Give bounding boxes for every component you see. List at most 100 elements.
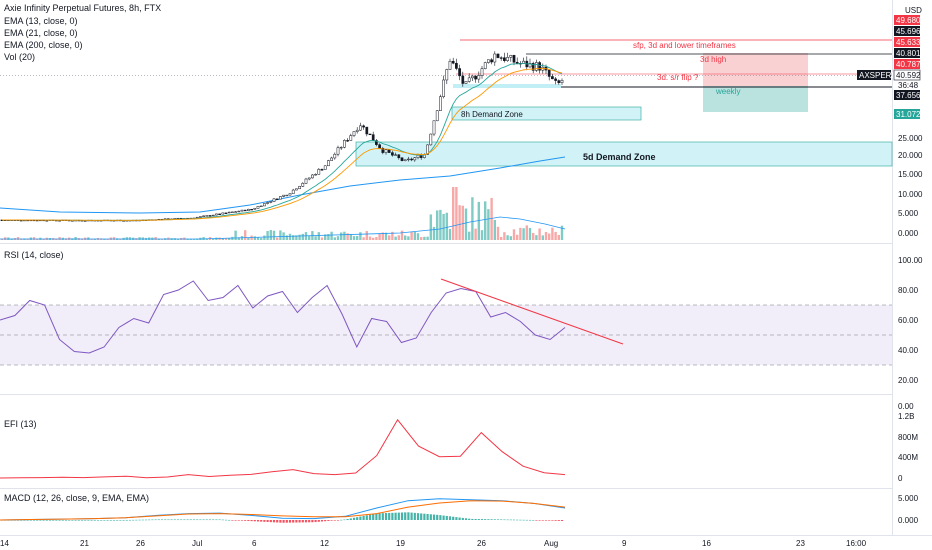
volume-bar <box>442 213 445 240</box>
macd-hist-bar <box>330 520 333 521</box>
macd-hist-bar <box>164 519 167 521</box>
candle-body <box>490 59 493 63</box>
rsi-tick-20: 20.00 <box>898 376 919 385</box>
candle-body <box>394 154 397 156</box>
macd-hist-bar <box>39 520 42 521</box>
tag-49680: 49.680 <box>896 16 921 25</box>
candle-body <box>298 186 301 190</box>
legend-ema13[interactable]: EMA (13, close, 0) <box>4 16 78 26</box>
macd-hist-bar <box>551 520 554 521</box>
time-tick-aug: Aug <box>544 539 558 548</box>
candle-body <box>275 198 279 200</box>
volume-bar <box>189 238 192 240</box>
candle-body <box>295 188 298 191</box>
volume-bar <box>346 233 349 240</box>
macd-legend[interactable]: MACD (12, 26, close, 9, EMA, EMA) <box>4 493 150 503</box>
macd-hist-bar <box>199 519 202 521</box>
macd-hist-bar <box>413 512 416 520</box>
volume-bar <box>336 236 340 240</box>
candle-body <box>375 140 378 145</box>
candle-body <box>231 211 234 213</box>
candle-body <box>432 120 436 135</box>
macd-hist-bar <box>295 520 298 523</box>
legend-ema200[interactable]: EMA (200, close, 0) <box>4 40 83 50</box>
macd-hist-bar <box>304 520 308 523</box>
legend-ema21[interactable]: EMA (21, close, 0) <box>4 28 78 38</box>
macd-hist-bar <box>228 519 231 521</box>
volume-bar <box>320 237 324 240</box>
volume-bar <box>356 236 359 240</box>
volume-bar <box>420 237 423 240</box>
tag-40801-bg <box>894 48 920 58</box>
macd-hist-bar <box>244 520 247 521</box>
macd-hist-bar <box>234 520 237 521</box>
candle-body <box>215 213 218 216</box>
rsi-legend[interactable]: RSI (14, close) <box>4 250 64 260</box>
macd-hist-bar <box>336 520 340 521</box>
candle-body <box>365 126 369 135</box>
time-tick-19: 19 <box>396 539 405 548</box>
macd-hist-bar <box>173 519 176 521</box>
macd-hist-bar <box>554 520 557 521</box>
macd-hist-bar <box>192 519 196 521</box>
rsi-trendline <box>440 278 624 345</box>
macd-hist-bar <box>52 520 55 521</box>
rsi-line <box>0 280 566 354</box>
time-tick-26: 26 <box>136 539 145 548</box>
candle-body <box>429 133 433 146</box>
candle-body <box>426 144 429 155</box>
candle-body <box>317 169 321 175</box>
volume-bar <box>234 230 237 240</box>
macd-line <box>0 498 566 521</box>
candle-body <box>279 196 282 200</box>
macd-hist-bar <box>538 520 541 521</box>
candle-body <box>557 80 561 84</box>
macd-hist-bar <box>480 519 484 520</box>
macd-hist-bar <box>29 520 32 521</box>
macd-hist-bar <box>103 520 106 521</box>
volume-bar <box>228 237 231 240</box>
volume-bar <box>333 237 336 240</box>
macd-hist-bar <box>218 519 221 521</box>
macd-hist-bar <box>208 519 212 521</box>
candle-body <box>397 154 401 159</box>
macd-hist-bar <box>84 520 87 521</box>
legend-vol[interactable]: Vol (20) <box>4 52 36 62</box>
tag-31072-bg <box>894 109 920 119</box>
macd-hist-bar <box>493 519 496 520</box>
macd-hist-bar <box>266 520 269 522</box>
candle-body <box>291 189 295 194</box>
macd-hist-bar <box>272 520 276 523</box>
efi-legend[interactable]: EFI (13) <box>4 419 37 429</box>
axis-tick-5: 5.000 <box>898 209 919 218</box>
volume-bar <box>458 205 461 240</box>
time-tick-26b: 26 <box>477 539 486 548</box>
candle-body <box>234 211 237 213</box>
currency-label: USD <box>905 6 922 15</box>
tag-countdown: 36:48 <box>898 81 919 90</box>
efi-tick-0-top: 0.00 <box>898 402 914 411</box>
macd-hist-bar <box>308 520 311 523</box>
candle-body <box>240 209 244 212</box>
volume-bar <box>266 231 269 240</box>
axis-tick-15: 15.000 <box>898 170 923 179</box>
volume-bar <box>554 231 557 240</box>
macd-hist-bar <box>375 513 378 520</box>
volume-bar <box>557 234 560 240</box>
volume-bar <box>484 201 487 240</box>
macd-hist-bar <box>71 520 74 521</box>
macd-hist-bar <box>464 518 468 520</box>
macd-hist-bar <box>394 512 397 520</box>
macd-hist-bar <box>116 520 119 521</box>
volume-bar <box>468 231 471 240</box>
volume-bar <box>516 234 519 240</box>
volume-bar <box>471 197 474 240</box>
volume-bar <box>407 236 410 240</box>
macd-hist-bar <box>64 520 68 521</box>
volume-bar <box>404 235 407 240</box>
volume-bar <box>269 230 272 240</box>
zone-8h-demand <box>451 106 642 121</box>
macd-hist-bar <box>397 512 400 520</box>
macd-hist-bar <box>36 520 39 521</box>
